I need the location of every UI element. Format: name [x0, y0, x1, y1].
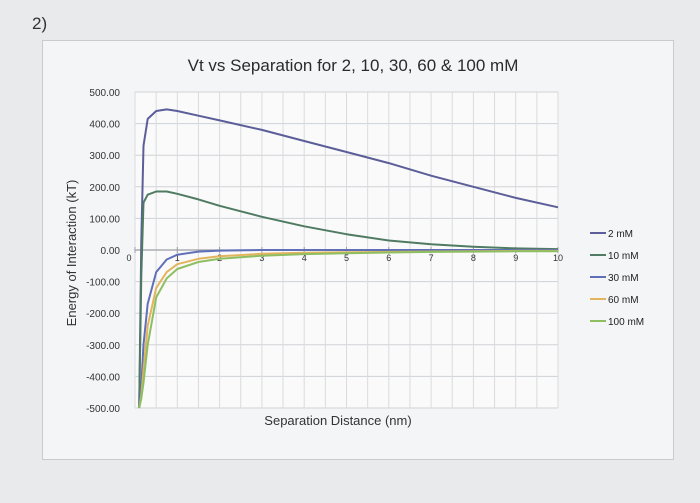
legend-label: 2 mM: [608, 229, 633, 240]
y-tick-label: -200.00: [86, 309, 120, 320]
y-tick-label: 0.00: [101, 246, 121, 257]
series-lines: [138, 108, 559, 409]
legend-label: 30 mM: [608, 273, 639, 284]
x-tick-label: 0: [126, 253, 131, 263]
legend: 2 mM 10 mM 30 mM 60 mM 100 mM: [590, 229, 644, 328]
y-tick-label: -300.00: [86, 341, 120, 352]
y-tick-label: -500.00: [86, 404, 120, 415]
legend-label: 60 mM: [608, 295, 639, 306]
question-number: 2): [32, 14, 48, 33]
y-tick-label: 200.00: [89, 183, 120, 194]
y-tick-label: -100.00: [86, 278, 120, 289]
x-tick-label: 7: [429, 253, 434, 263]
y-tick-label: -400.00: [86, 372, 120, 383]
chart-title: Vt vs Separation for 2, 10, 30, 60 & 100…: [188, 56, 519, 75]
y-tick-label: 500.00: [89, 88, 120, 99]
x-tick-label: 3: [259, 253, 264, 263]
y-tick-label: 400.00: [89, 120, 120, 131]
y-tick-label: 300.00: [89, 151, 120, 162]
x-tick-label: 8: [471, 253, 476, 263]
legend-label: 10 mM: [608, 251, 639, 262]
series-line: [138, 250, 558, 409]
x-tick-label: 10: [553, 253, 563, 263]
legend-label: 100 mM: [608, 317, 644, 328]
x-tick-label: 5: [344, 253, 349, 263]
series-line: [138, 190, 559, 409]
x-tick-label: 6: [386, 253, 391, 263]
y-axis-label: Energy of Interaction (kT): [64, 180, 79, 327]
series-line: [138, 249, 558, 409]
y-tick-label: 100.00: [89, 214, 120, 225]
x-tick-label: 9: [513, 253, 518, 263]
x-axis-label: Separation Distance (nm): [264, 413, 411, 428]
x-tick-label: 4: [302, 253, 307, 263]
series-line: [138, 108, 559, 409]
x-tick-label: 1: [175, 253, 180, 263]
